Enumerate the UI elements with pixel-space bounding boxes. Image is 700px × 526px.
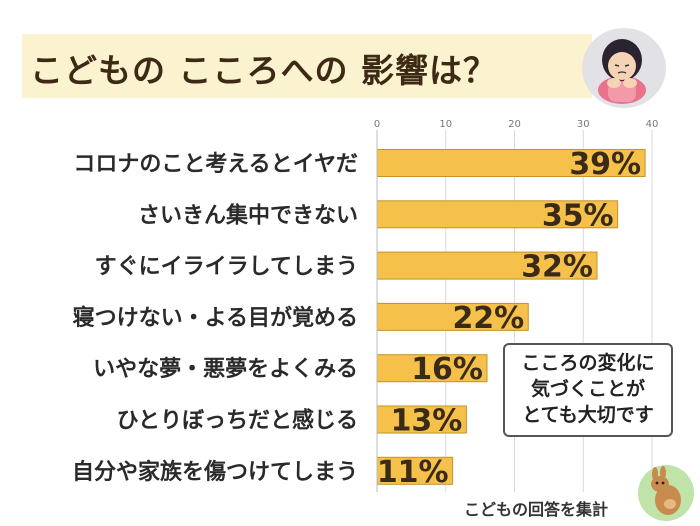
callout-line-3: とても大切です [522,404,654,426]
tick-label: 30 [577,119,590,130]
bar [376,456,454,485]
value-label: 32% [521,250,593,285]
bar [376,405,467,434]
category-label: いやな夢・悪夢をよくみる [93,357,358,382]
bar [376,302,529,331]
category-label: 寝つけない・よる目が覚める [73,305,358,331]
callout-box [503,343,673,437]
value-label: 35% [542,198,614,233]
bar [376,200,619,229]
callout-line-2: 気づくことが [530,378,645,400]
tick-label: 20 [508,119,521,130]
bar [376,251,598,280]
worried-child-illustration [582,28,666,108]
callout-text: こころの変化に 気づくことが とても大切です [505,350,671,428]
footer-note: こどもの回答を集計 [464,500,609,519]
value-label: 22% [452,301,524,336]
title-band [22,34,592,98]
tick-label: 40 [646,119,659,130]
tick-label: 0 [374,119,380,130]
value-label: 39% [569,147,641,182]
value-label: 16% [411,352,483,387]
category-label: すぐにイライラしてしまう [95,255,358,280]
bar [376,149,646,177]
value-label: 11% [377,455,449,490]
category-label: コロナのこと考えるとイヤだ [73,152,358,177]
category-label: 自分や家族を傷つけてしまう [72,459,358,485]
tick-label: 10 [439,119,452,130]
category-label: さいきん集中できない [138,202,358,228]
value-label: 13% [391,404,463,439]
mascot-kangaroo-icon [638,465,694,521]
category-label: ひとりぼっちだと感じる [117,408,358,434]
callout-line-1: こころの変化に [521,352,655,374]
chart-title: こどもの こころへの 影響は？ [30,51,497,90]
